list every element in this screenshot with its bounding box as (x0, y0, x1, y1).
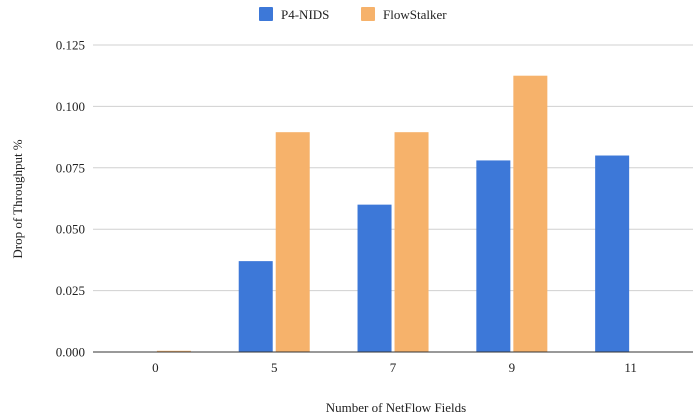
x-tick-label: 9 (509, 360, 516, 375)
bar-p4-nids-9 (476, 160, 511, 352)
y-tick-label: 0.025 (56, 283, 85, 298)
y-tick-label: 0.000 (56, 345, 85, 360)
x-tick-label: 11 (624, 360, 637, 375)
bar-p4-nids-7 (357, 204, 392, 352)
x-axis-title: Number of NetFlow Fields (326, 400, 466, 415)
bar-flowstalker-9 (513, 75, 548, 352)
y-tick-label: 0.075 (56, 160, 85, 175)
y-axis-title: Drop of Throughput % (10, 139, 25, 258)
bars (93, 75, 693, 353)
bar-flowstalker-0 (156, 350, 191, 352)
legend-label-p4-nids: P4-NIDS (281, 7, 329, 22)
x-tick-label: 0 (152, 360, 159, 375)
legend-swatch-p4-nids (259, 7, 273, 21)
bar-flowstalker-5 (275, 132, 310, 352)
bar-flowstalker-7 (394, 132, 429, 352)
legend-swatch-flowstalker (361, 7, 375, 21)
legend: P4-NIDS FlowStalker (259, 7, 447, 22)
legend-label-flowstalker: FlowStalker (383, 7, 447, 22)
bar-p4-nids-11 (595, 155, 630, 352)
x-tick-label: 7 (390, 360, 397, 375)
y-tick-labels: 0.000 0.025 0.050 0.075 0.100 0.125 (56, 38, 85, 360)
x-tick-labels: 0 5 7 9 11 (152, 360, 637, 375)
y-tick-label: 0.100 (56, 99, 85, 114)
x-tick-label: 5 (271, 360, 278, 375)
y-tick-label: 0.050 (56, 222, 85, 237)
y-tick-label: 0.125 (56, 38, 85, 53)
bar-p4-nids-5 (238, 261, 273, 352)
